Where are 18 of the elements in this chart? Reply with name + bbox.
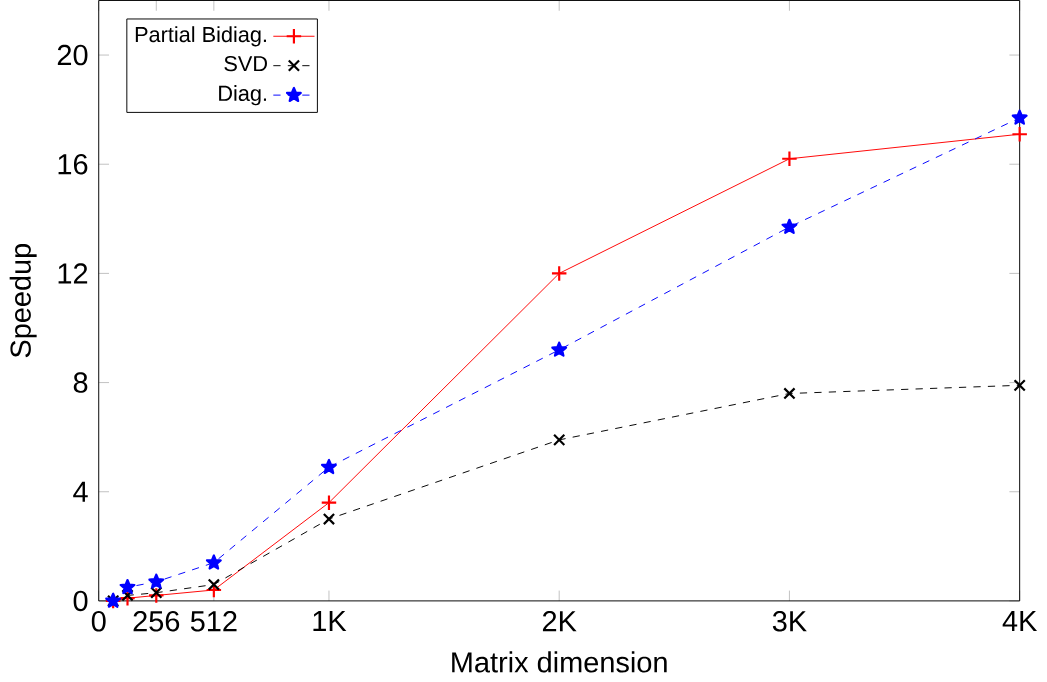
y-tick-label: 0: [73, 590, 88, 612]
x-tick-label: 3K: [772, 610, 807, 632]
x-tick-label: 1K: [313, 610, 347, 631]
y-tick-label: 8: [73, 372, 88, 393]
x-tick-label: 4K: [1002, 610, 1038, 631]
legend-label: Diag.: [219, 84, 267, 106]
x-tick-label: 2K: [542, 610, 577, 632]
legend-label: Partial Bidiag.: [135, 26, 266, 47]
y-tick-label: 16: [58, 153, 88, 175]
x-axis-title: Matrix dimension: [452, 651, 667, 673]
x-tick-label: 0: [91, 610, 106, 632]
y-axis-title: Speedup: [9, 243, 37, 358]
x-tick-label: 512: [190, 610, 237, 632]
x-tick-label: 256: [133, 610, 180, 632]
y-tick-label: 12: [58, 263, 88, 284]
y-tick-label: 20: [57, 44, 88, 66]
y-tick-label: 4: [73, 481, 88, 502]
legend-label: SVD: [224, 55, 267, 72]
